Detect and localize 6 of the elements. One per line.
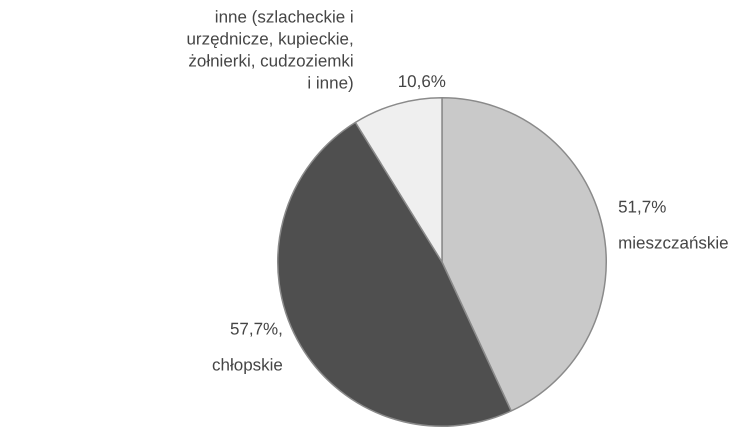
slice-label: mieszczańskie xyxy=(618,234,729,253)
slice-label: inne (szlacheckie i urzędnicze, kupieckie, żołnierki, cudzoziemki i inne) xyxy=(186,8,354,93)
data-label: 10,6% xyxy=(398,72,446,92)
slice-label: chłopskie xyxy=(212,355,283,374)
data-label: 51,7% xyxy=(618,198,666,217)
data-label: 57,7%, xyxy=(230,319,283,338)
